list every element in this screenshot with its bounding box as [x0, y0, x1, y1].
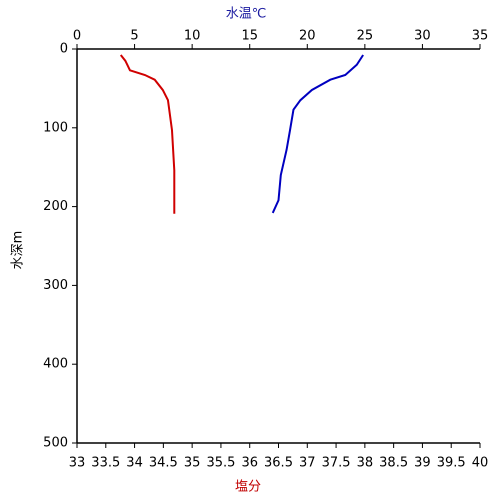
x2-tick-label: 15	[241, 29, 258, 44]
x2-tick-label: 25	[357, 29, 374, 44]
y-tick-label: 400	[43, 357, 68, 372]
x-tick-label: 38	[357, 456, 374, 471]
y-tick-label: 0	[60, 42, 68, 57]
x-tick-label: 37	[299, 456, 316, 471]
profile-line	[119, 54, 176, 214]
x-tick-label: 36.5	[264, 456, 293, 471]
x2-tick-label: 10	[184, 29, 201, 44]
x2-tick-label: 30	[414, 29, 431, 44]
x-tick-label: 39	[414, 456, 431, 471]
profile-line	[271, 54, 364, 214]
x2-tick-label: 20	[299, 29, 316, 44]
x2-tick-label: 0	[73, 29, 81, 44]
x-tick-label: 33	[69, 456, 86, 471]
x-tick-label: 35.5	[206, 456, 235, 471]
y-tick-label: 100	[43, 120, 68, 135]
x-tick-label: 37.5	[322, 456, 351, 471]
x-tick-label: 39.5	[437, 456, 466, 471]
x2-tick-label: 5	[130, 29, 138, 44]
y-tick-label: 500	[43, 436, 68, 451]
x-tick-label: 40	[472, 456, 489, 471]
x-tick-label: 34	[126, 456, 143, 471]
x2-axis-label: 水温℃	[226, 7, 267, 22]
x2-tick-label: 35	[472, 29, 489, 44]
x-tick-label: 38.5	[379, 456, 408, 471]
x-axis-label: 塩分	[235, 480, 261, 495]
y-axis-label: 水深m	[11, 231, 26, 270]
y-tick-label: 300	[43, 278, 68, 293]
x-tick-label: 33.5	[91, 456, 120, 471]
y-tick-label: 200	[43, 199, 68, 214]
x-tick-label: 36	[241, 456, 258, 471]
x-tick-label: 35	[184, 456, 201, 471]
x-tick-label: 34.5	[149, 456, 178, 471]
